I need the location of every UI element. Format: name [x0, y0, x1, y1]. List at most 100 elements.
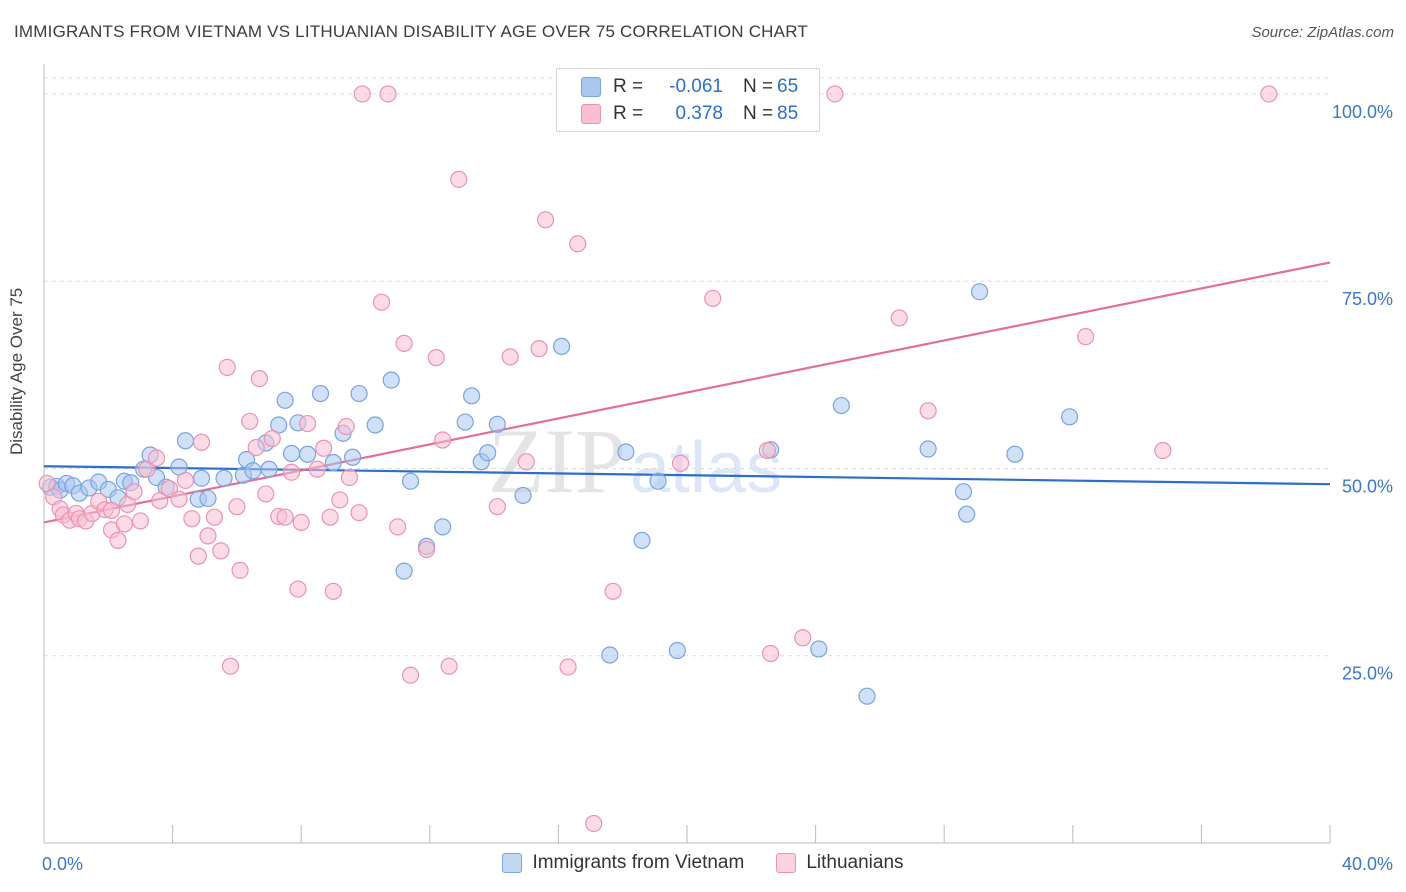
point-lithuanians — [299, 414, 317, 433]
point-lithuanians — [337, 417, 355, 436]
point-lithuanians — [340, 468, 359, 487]
point-vietnam — [488, 415, 506, 433]
point-lithuanians — [241, 412, 259, 430]
point-lithuanians — [115, 515, 133, 533]
point-vietnam — [1060, 408, 1079, 426]
point-lithuanians — [221, 657, 240, 675]
point-lithuanians — [102, 501, 121, 520]
point-vietnam — [456, 413, 474, 431]
point-lithuanians — [379, 85, 397, 103]
point-lithuanians — [199, 527, 217, 545]
legend-swatch-vietnam — [502, 853, 523, 873]
point-lithuanians — [324, 582, 342, 600]
point-lithuanians — [147, 449, 166, 467]
legend-swatch-lithuanians — [776, 853, 797, 873]
point-lithuanians — [138, 460, 156, 478]
point-vietnam — [215, 469, 233, 487]
point-vietnam — [401, 472, 420, 490]
point-lithuanians — [417, 540, 436, 558]
point-lithuanians — [247, 438, 265, 457]
point-lithuanians — [212, 542, 230, 560]
point-lithuanians — [292, 513, 310, 532]
point-lithuanians — [794, 629, 812, 647]
point-vietnam — [1006, 445, 1024, 463]
point-lithuanians — [192, 433, 211, 451]
point-lithuanians — [350, 504, 368, 522]
stats-legend-row-lithuanians: R = 0.378 N = 85 — [581, 101, 798, 127]
series-legend: Immigrants from Vietnam Lithuanians — [0, 852, 1406, 874]
point-lithuanians — [671, 454, 690, 472]
y-axis-label: Disability Age Over 75 — [7, 287, 26, 455]
r-value: -0.061 — [669, 76, 723, 97]
source-label: Source: ZipAtlas.com — [1251, 24, 1394, 41]
point-lithuanians — [353, 85, 371, 103]
point-vietnam — [919, 440, 937, 458]
point-lithuanians — [228, 498, 246, 516]
point-lithuanians — [530, 340, 548, 358]
point-lithuanians — [450, 170, 468, 188]
point-lithuanians — [826, 85, 844, 103]
point-lithuanians — [276, 508, 294, 526]
point-lithuanians — [151, 492, 169, 510]
legend-swatch-vietnam — [581, 77, 601, 97]
point-lithuanians — [170, 490, 188, 508]
point-lithuanians — [427, 349, 445, 367]
legend-label-lithuanians: Lithuanians — [806, 852, 904, 873]
point-lithuanians — [1077, 328, 1095, 346]
point-vietnam — [382, 371, 400, 389]
point-lithuanians — [440, 657, 458, 675]
point-lithuanians — [890, 309, 908, 327]
point-lithuanians — [758, 441, 776, 460]
point-vietnam — [176, 432, 195, 450]
point-vietnam — [832, 396, 850, 415]
point-vietnam — [462, 387, 481, 405]
point-vietnam — [633, 531, 651, 549]
point-lithuanians — [282, 463, 301, 481]
point-lithuanians — [389, 518, 407, 536]
r-label: R = — [613, 76, 644, 97]
point-vietnam — [649, 472, 667, 490]
point-vietnam — [299, 445, 317, 463]
point-lithuanians — [559, 658, 577, 676]
point-vietnam — [276, 391, 294, 409]
point-lithuanians — [289, 580, 307, 598]
legend-item-vietnam[interactable]: Immigrants from Vietnam — [502, 852, 744, 874]
point-lithuanians — [331, 491, 349, 509]
x-tick-label-min: 0.0% — [42, 854, 83, 874]
watermark-zip: ZIP — [488, 410, 626, 512]
point-lithuanians — [131, 512, 150, 530]
point-lithuanians — [321, 508, 339, 526]
y-tick-label: 75.0% — [1342, 289, 1393, 309]
point-lithuanians — [189, 547, 207, 565]
point-lithuanians — [263, 429, 281, 448]
point-lithuanians — [517, 453, 535, 471]
point-vietnam — [324, 453, 342, 472]
n-label: N = — [743, 103, 774, 124]
x-tick-label-max: 40.0% — [1342, 854, 1393, 874]
r-value: 0.378 — [675, 103, 723, 124]
point-lithuanians — [372, 293, 391, 311]
point-lithuanians — [1154, 441, 1172, 460]
point-lithuanians — [704, 289, 722, 308]
point-vietnam — [617, 443, 635, 461]
point-vietnam — [395, 562, 413, 580]
point-lithuanians — [315, 439, 333, 457]
point-vietnam — [282, 444, 301, 463]
stats-legend: R = -0.061 N = 65 R = 0.378 N = 85 — [556, 68, 820, 132]
point-lithuanians — [308, 460, 326, 478]
stats-legend-row-vietnam: R = -0.061 N = 65 — [581, 74, 798, 100]
point-lithuanians — [434, 431, 452, 449]
point-vietnam — [601, 646, 619, 664]
point-lithuanians — [401, 666, 420, 684]
legend-item-lithuanians[interactable]: Lithuanians — [776, 852, 904, 874]
point-lithuanians — [488, 498, 506, 516]
point-vietnam — [344, 448, 362, 466]
point-vietnam — [479, 444, 497, 462]
point-vietnam — [858, 687, 876, 705]
legend-swatch-lithuanians — [581, 104, 601, 124]
point-lithuanians — [604, 582, 622, 600]
point-lithuanians — [218, 358, 236, 376]
point-lithuanians — [585, 814, 603, 833]
point-lithuanians — [205, 508, 223, 526]
